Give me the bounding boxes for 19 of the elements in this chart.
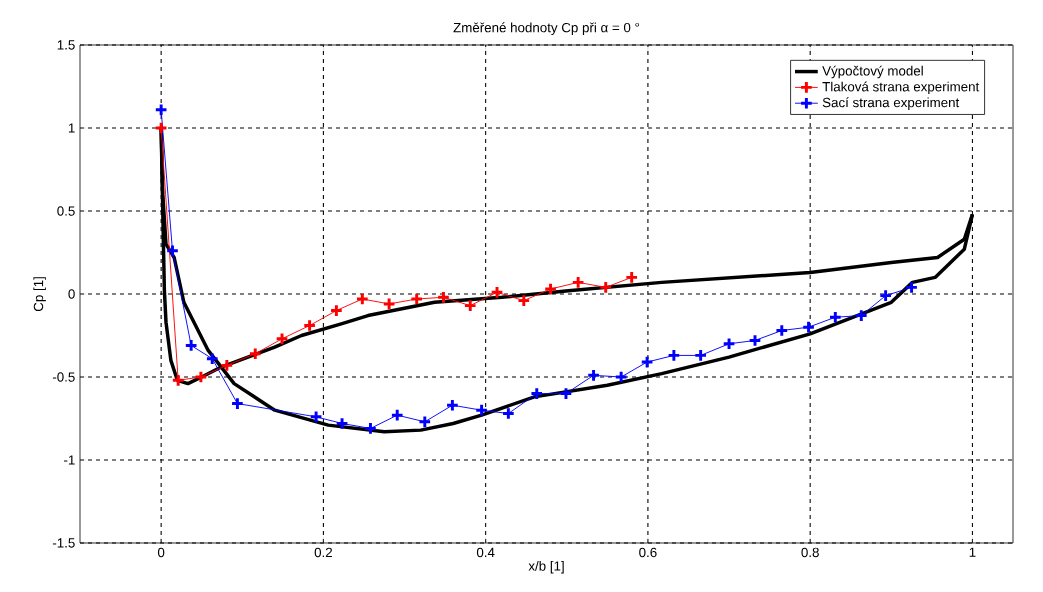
x-tick-label: 0.4 [476, 547, 495, 558]
y-tick-label: 0 [68, 289, 75, 299]
x-tick-label: 0.2 [314, 547, 333, 558]
x-axis-title: x/b [1] [528, 560, 564, 574]
y-tick-label: -0.5 [52, 372, 75, 382]
x-tick-label: 1 [969, 547, 976, 557]
y-tick-label: 0.5 [57, 206, 75, 216]
y-tick-label: 1.5 [57, 40, 75, 50]
x-tick-label: 0 [157, 547, 165, 558]
x-tick-label: 0.6 [639, 547, 657, 558]
chart-title: Změřené hodnoty Cp při α = 0 ° [453, 22, 640, 35]
y-tick-label: -1.5 [52, 538, 75, 548]
y-tick-label: 1 [68, 123, 75, 133]
legend-label: Sací strana experiment [822, 97, 960, 110]
legend-label: Výpočtový model [822, 65, 923, 79]
y-tick-label: -1 [64, 455, 75, 465]
y-axis-title: Cp [1] [33, 277, 46, 312]
x-tick-label: 0.8 [801, 547, 819, 558]
legend-label: Tlaková strana experiment [822, 81, 980, 95]
